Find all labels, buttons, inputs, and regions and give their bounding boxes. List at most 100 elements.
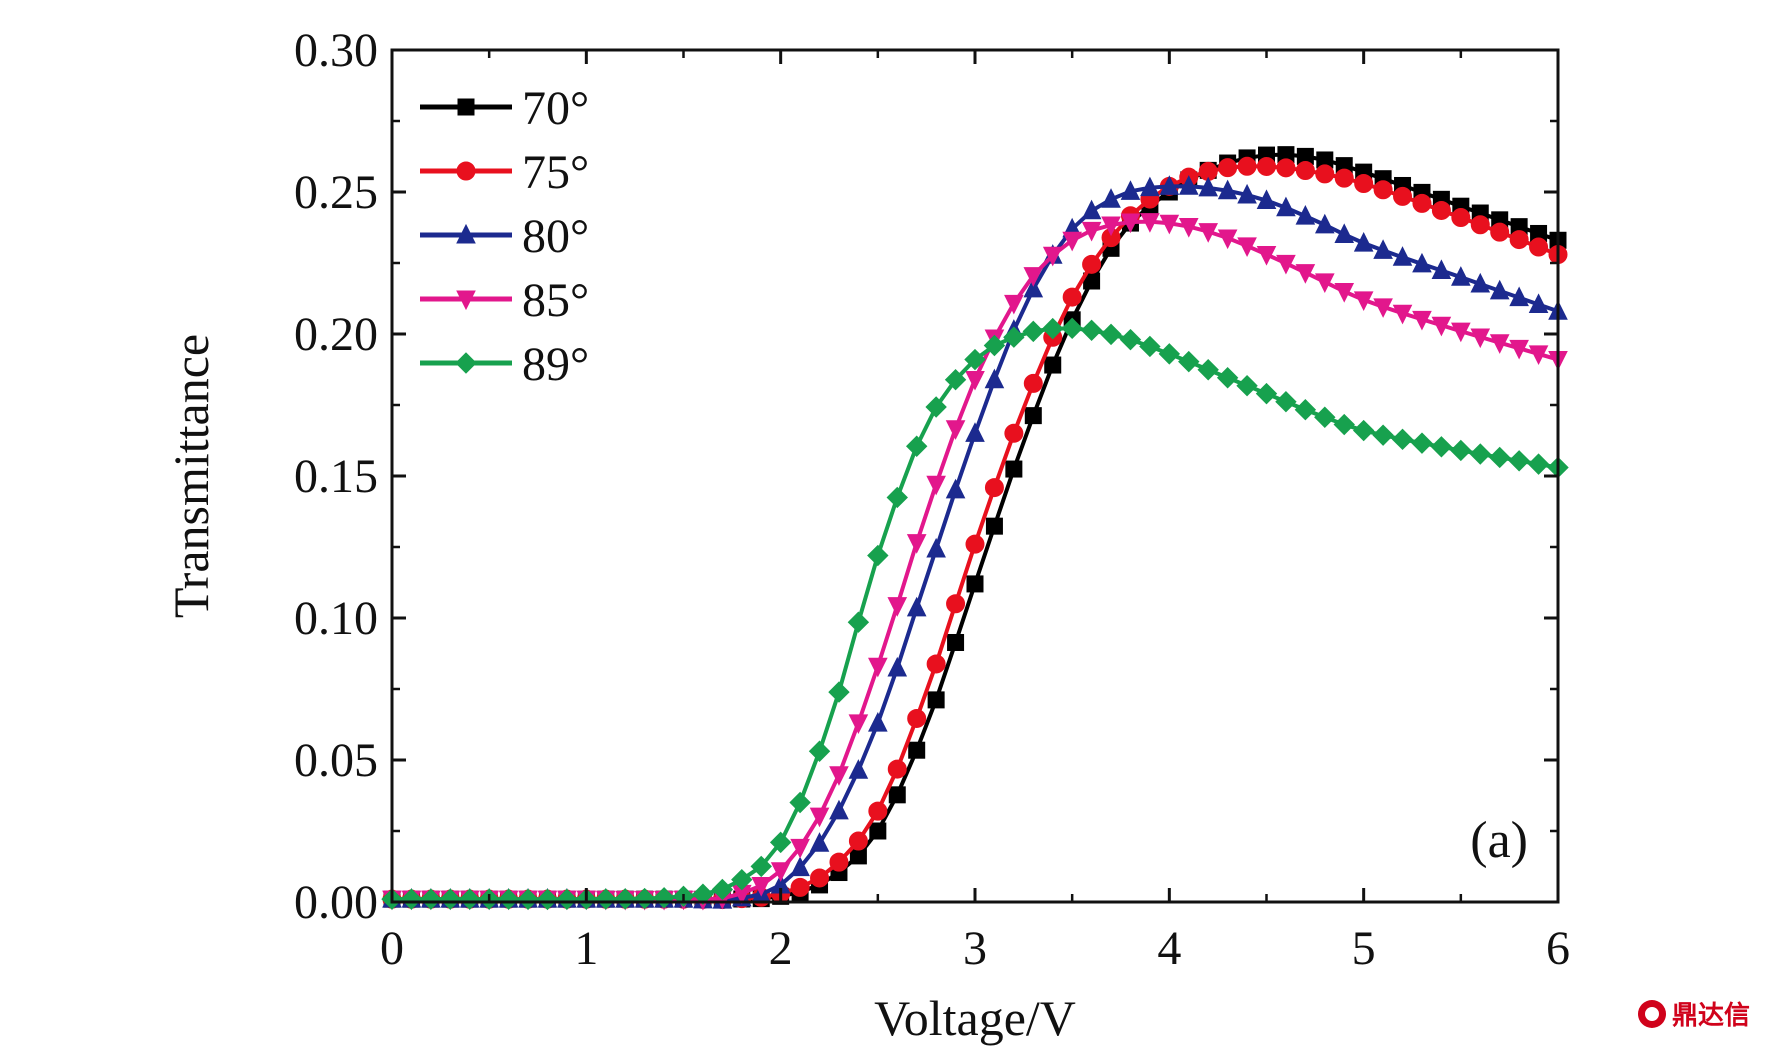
data-point: [1101, 188, 1121, 208]
data-point: [945, 478, 966, 499]
data-point: [1257, 156, 1276, 176]
data-point: [1373, 180, 1393, 200]
data-point: [1489, 279, 1510, 300]
tick-label-layer: 0 1 2 3 4 5 6 0.00 0.05 0.10 0.15 0.20 0.25 0.30: [294, 24, 1570, 975]
data-point: [868, 801, 888, 821]
data-point: [1490, 222, 1510, 242]
data-point: [1527, 453, 1550, 475]
y-tick-label: 0.00: [294, 876, 378, 929]
data-point: [1158, 343, 1181, 365]
data-point: [459, 888, 481, 910]
data-point: [944, 368, 967, 391]
x-tick-label: 1: [574, 922, 598, 975]
data-point: [1159, 214, 1180, 235]
data-point: [692, 883, 714, 905]
data-point: [1256, 245, 1277, 266]
data-point: [984, 478, 1004, 498]
data-point: [965, 422, 985, 442]
data-point: [1393, 186, 1413, 206]
data-point: [1430, 436, 1453, 458]
data-point: [1314, 406, 1336, 428]
data-point: [1023, 373, 1043, 393]
data-point: [907, 708, 927, 728]
data-point: [517, 888, 539, 911]
data-point: [1451, 208, 1471, 228]
data-point: [1081, 199, 1102, 220]
data-point: [1334, 168, 1354, 188]
data-point: [790, 877, 810, 897]
legend-label: 70°: [522, 82, 589, 135]
data-point: [868, 657, 888, 678]
data-point: [925, 396, 947, 418]
data-point: [1354, 173, 1374, 193]
data-point: [1489, 334, 1510, 354]
data-point: [984, 368, 1005, 389]
data-point: [1295, 264, 1316, 284]
legend-marker: [457, 98, 475, 116]
data-point: [1373, 298, 1393, 318]
data-point: [1022, 320, 1045, 343]
data-point: [1198, 176, 1219, 197]
data-point: [1431, 259, 1452, 280]
legend-item: 75°: [420, 146, 589, 199]
legend-item: 89°: [420, 338, 589, 391]
watermark-logo-icon: [1637, 999, 1666, 1028]
data-point: [985, 517, 1003, 535]
data-point: [1431, 316, 1452, 337]
data-point: [983, 334, 1006, 357]
data-point: [1062, 231, 1082, 252]
data-point: [926, 537, 946, 558]
data-point: [1352, 419, 1375, 442]
data-point: [1276, 158, 1296, 178]
legend-label: 89°: [522, 338, 589, 391]
data-point: [887, 656, 908, 677]
data-point: [1004, 294, 1024, 315]
data-point: [1431, 200, 1451, 220]
data-point: [1120, 213, 1141, 234]
data-point: [1333, 413, 1355, 436]
data-point: [770, 862, 791, 882]
data-point: [946, 594, 966, 614]
legend-label: 80°: [522, 210, 589, 263]
data-point: [731, 868, 753, 891]
data-point: [1470, 272, 1491, 293]
data-point: [908, 741, 926, 759]
data-point: [1509, 286, 1529, 307]
data-point: [1082, 254, 1102, 274]
data-point: [1469, 443, 1491, 465]
data-point: [1120, 180, 1141, 200]
data-point: [887, 597, 908, 617]
legend-marker: [456, 161, 476, 181]
data-point: [1256, 189, 1277, 210]
data-point: [847, 611, 870, 633]
x-tick-label: 2: [769, 922, 793, 975]
data-point: [1508, 450, 1530, 472]
data-point: [1216, 367, 1239, 389]
data-point: [964, 348, 986, 371]
data-point: [1237, 156, 1257, 176]
data-point: [1140, 213, 1160, 233]
data-point: [1334, 223, 1355, 243]
data-point: [1178, 218, 1199, 238]
data-point: [751, 877, 772, 897]
legend-item: 85°: [420, 274, 589, 327]
data-point: [1392, 304, 1413, 325]
data-point: [1044, 356, 1062, 374]
legend-item: 80°: [420, 210, 589, 263]
y-tick-label: 0.15: [294, 450, 378, 503]
data-point: [1042, 246, 1063, 267]
data-point: [789, 791, 811, 814]
data-point: [1236, 374, 1258, 397]
legend-marker: [456, 290, 476, 311]
data-point: [536, 888, 559, 911]
data-point: [1314, 213, 1335, 234]
data-point: [1080, 319, 1103, 342]
data-point: [1024, 407, 1042, 425]
y-axis-title: Transmittance: [163, 334, 219, 618]
x-tick-label: 6: [1546, 922, 1570, 975]
data-point: [790, 838, 810, 859]
data-point: [1509, 230, 1529, 250]
data-point: [1023, 277, 1044, 298]
data-point: [497, 888, 520, 910]
series-4: [381, 317, 1569, 911]
